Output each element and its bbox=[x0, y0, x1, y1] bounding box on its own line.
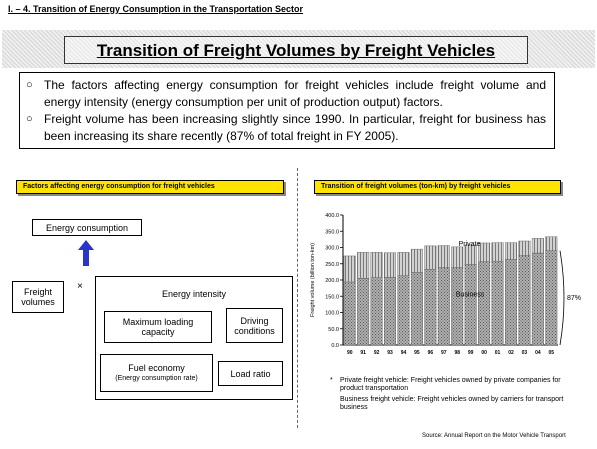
bar-private bbox=[384, 252, 397, 278]
max-loading-box: Maximum loading capacity bbox=[104, 311, 212, 343]
bar-private bbox=[545, 236, 558, 251]
bullet-item: ○ The factors affecting energy consumpti… bbox=[26, 77, 546, 110]
bar-private bbox=[491, 242, 504, 262]
note-mark bbox=[330, 396, 340, 413]
bullet-item: ○ Freight volume has been increasing sli… bbox=[26, 111, 546, 144]
bullet-box: ○ The factors affecting energy consumpti… bbox=[19, 72, 555, 149]
bullet-text: The factors affecting energy consumption… bbox=[44, 78, 546, 109]
y-tick-label: 400.0 bbox=[325, 213, 339, 219]
main-title: Transition of Freight Volumes by Freight… bbox=[64, 36, 528, 64]
bar-business bbox=[504, 259, 517, 346]
y-tick-label: 250.0 bbox=[325, 262, 339, 268]
factors-panel: Factors affecting energy consumption for… bbox=[10, 170, 293, 430]
y-tick-label: 200.0 bbox=[325, 278, 339, 284]
x-tick-label: 94 bbox=[401, 350, 407, 356]
bar-business bbox=[437, 267, 450, 346]
bullet-mark: ○ bbox=[26, 79, 33, 91]
x-tick-label: 93 bbox=[387, 350, 393, 356]
y-tick-label: 350.0 bbox=[325, 229, 339, 235]
series-label-business: Business bbox=[456, 291, 485, 298]
x-tick-label: 91 bbox=[360, 350, 366, 356]
fuel-economy-box: Fuel economy (Energy consumption rate) bbox=[100, 354, 213, 392]
y-tick-label: 100.0 bbox=[325, 311, 339, 317]
share-bracket bbox=[559, 250, 565, 346]
x-tick-label: 98 bbox=[454, 350, 460, 356]
panel-divider bbox=[297, 168, 298, 428]
x-tick-label: 99 bbox=[468, 350, 474, 356]
bar-private bbox=[437, 245, 450, 268]
bar-business bbox=[370, 277, 383, 346]
bar-private bbox=[357, 252, 370, 279]
freight-volumes-box: Freight volumes bbox=[12, 281, 64, 313]
section-title: I. – 4. Transition of Energy Consumption… bbox=[8, 4, 304, 14]
up-arrow-icon bbox=[78, 240, 94, 266]
multiply-sign: × bbox=[77, 281, 83, 292]
freight-chart: 0.0 50.0 100.0 150.0 200.0 250.0 300.0 350.0 400… bbox=[310, 213, 581, 356]
bar-business bbox=[357, 278, 370, 346]
x-tick-label: 02 bbox=[508, 350, 514, 356]
y-tick-label: 300.0 bbox=[325, 246, 339, 252]
bar-business bbox=[464, 264, 477, 346]
bar-private bbox=[518, 240, 531, 256]
note-text: Business freight vehicle: Freight vehicl… bbox=[340, 395, 564, 412]
note-item: Business freight vehicle: Freight vehicl… bbox=[330, 396, 585, 413]
note-text: Private freight vehicle: Freight vehicle… bbox=[340, 377, 561, 393]
bar-private bbox=[531, 238, 544, 254]
bar-private bbox=[410, 248, 423, 273]
note-mark: * bbox=[330, 377, 333, 384]
bar-private bbox=[451, 246, 464, 268]
y-axis-title: Freight volume (billion ton-km) bbox=[310, 243, 316, 317]
x-tick-label: 92 bbox=[374, 350, 380, 356]
x-tick-label: 95 bbox=[414, 350, 420, 356]
x-tick-label: 04 bbox=[535, 350, 541, 356]
x-tick-label: 05 bbox=[549, 350, 555, 356]
bar-private bbox=[343, 255, 356, 283]
x-tick-label: 01 bbox=[495, 350, 501, 356]
note-item: * Private freight vehicle: Freight vehic… bbox=[330, 377, 585, 394]
energy-consumption-box: Energy consumption bbox=[32, 219, 142, 236]
x-tick-label: 00 bbox=[481, 350, 487, 356]
x-tick-label: 90 bbox=[347, 350, 353, 356]
bar-business bbox=[518, 255, 531, 346]
bar-business bbox=[531, 252, 544, 346]
bar-business bbox=[384, 277, 397, 346]
bar-private bbox=[464, 244, 477, 265]
fuel-economy-sub: (Energy consumption rate) bbox=[115, 375, 198, 382]
bar-business bbox=[397, 275, 410, 346]
source-note: Source: Annual Report on the Motor Vehic… bbox=[422, 433, 566, 439]
x-tick-label: 03 bbox=[522, 350, 528, 356]
fuel-economy-label: Fuel economy bbox=[128, 363, 185, 373]
bullet-mark: ○ bbox=[26, 113, 33, 125]
bar-business bbox=[410, 272, 423, 346]
bar-business bbox=[491, 260, 504, 346]
bar-business bbox=[451, 267, 464, 346]
bar-business bbox=[343, 281, 356, 346]
bar-private bbox=[397, 252, 410, 276]
y-tick-label: 50.0 bbox=[328, 327, 339, 333]
chart-label: Transition of freight volumes (ton-km) b… bbox=[314, 180, 561, 194]
notes: * Private freight vehicle: Freight vehic… bbox=[330, 377, 585, 415]
bar-private bbox=[424, 245, 437, 270]
bar-business bbox=[545, 250, 558, 346]
x-tick-label: 97 bbox=[441, 350, 447, 356]
y-tick-label: 0.0 bbox=[331, 343, 339, 349]
bar-business bbox=[424, 269, 437, 346]
energy-intensity-label: Energy intensity bbox=[161, 289, 227, 299]
driving-conditions-box: Driving conditions bbox=[226, 308, 283, 343]
factors-label: Factors affecting energy consumption for… bbox=[16, 180, 284, 194]
series-label-private: Private bbox=[459, 241, 481, 248]
bar-private bbox=[504, 242, 517, 260]
bar-private bbox=[370, 252, 383, 278]
bullet-text: Freight volume has been increasing sligh… bbox=[44, 112, 546, 143]
chart-panel: Transition of freight volumes (ton-km) b… bbox=[300, 170, 595, 445]
bar-business bbox=[478, 261, 491, 346]
y-tick-label: 150.0 bbox=[325, 294, 339, 300]
bar-private bbox=[478, 242, 491, 263]
share-annotation: 87% bbox=[567, 295, 581, 302]
load-ratio-box: Load ratio bbox=[218, 361, 283, 386]
x-tick-label: 96 bbox=[428, 350, 434, 356]
